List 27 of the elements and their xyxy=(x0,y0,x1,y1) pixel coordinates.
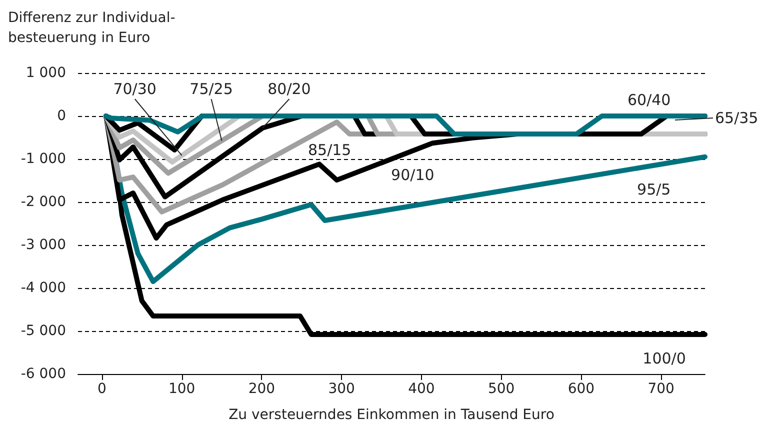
x-tick-label: 300 xyxy=(328,381,355,397)
annotation: 60/40 xyxy=(627,91,671,109)
x-tick-label: 700 xyxy=(648,381,674,397)
y-tick-label: -2 000 xyxy=(20,194,66,210)
annotation: 100/0 xyxy=(642,349,686,368)
annotation: 80/20 xyxy=(268,80,311,98)
x-tick-label: 400 xyxy=(408,381,435,397)
y-tick-label: -6 000 xyxy=(20,366,66,382)
y-tick-label: -3 000 xyxy=(20,237,66,253)
y-tick-label: -1 000 xyxy=(20,151,66,167)
annotation: 85/15 xyxy=(308,140,352,159)
x-tick-label: 500 xyxy=(488,381,515,397)
x-tick-label: 0 xyxy=(98,381,106,397)
annotation: 75/25 xyxy=(190,80,233,98)
annotation: 95/5 xyxy=(637,180,671,198)
x-tick-label: 600 xyxy=(568,381,595,397)
annotation: 90/10 xyxy=(391,166,434,184)
y-axis-title: Differenz zur Individual- besteuerung in Euro xyxy=(8,10,176,46)
y-tick-label: 0 xyxy=(57,108,66,124)
annotation: 70/30 xyxy=(113,80,156,98)
y-tick-label: -4 000 xyxy=(20,280,66,296)
x-axis-title: Zu versteuerndes Einkommen in Tausend Euro xyxy=(228,407,554,423)
y-tick-label: -5 000 xyxy=(20,323,66,339)
x-tick-label: 100 xyxy=(168,381,196,397)
annotation: 65/35 xyxy=(715,109,758,127)
x-tick-label: 200 xyxy=(248,381,276,397)
y-tick-label: 1 000 xyxy=(26,65,66,81)
